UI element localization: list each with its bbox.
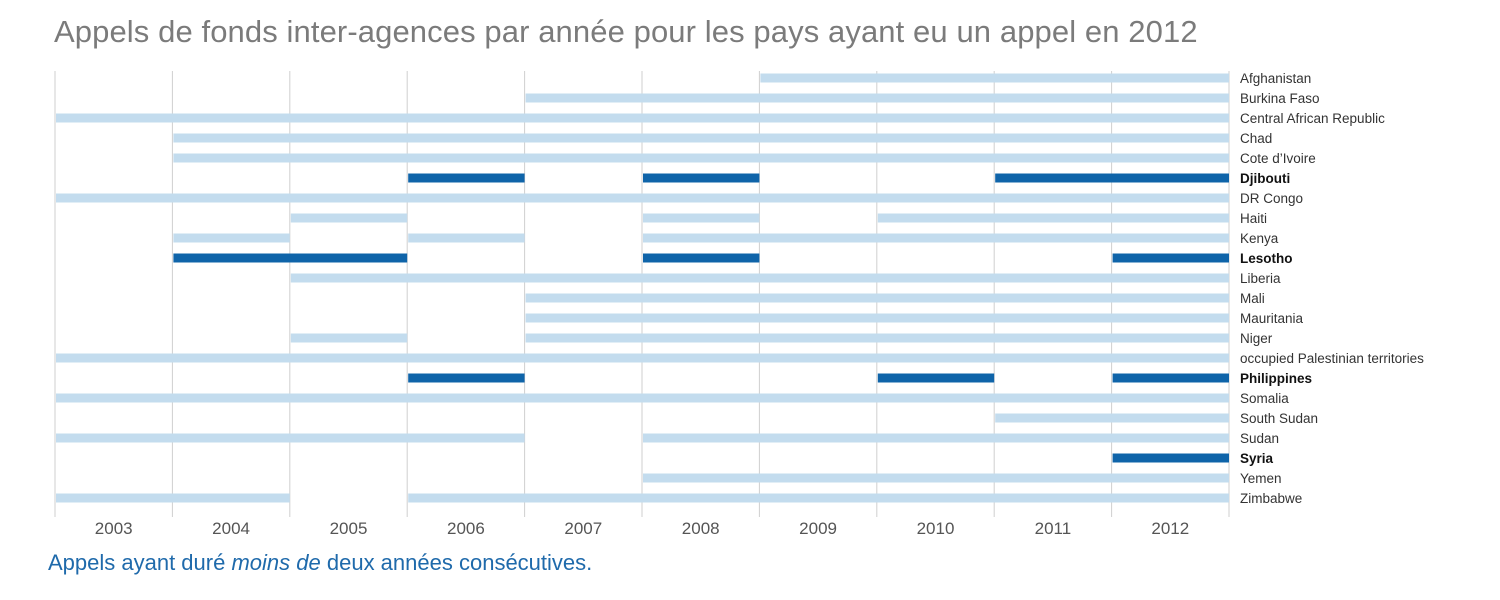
- appeal-bar: [643, 233, 1229, 243]
- x-tick-label: 2007: [564, 519, 602, 538]
- appeal-bar: [290, 333, 408, 343]
- appeal-bar: [56, 353, 1229, 363]
- country-label: Kenya: [1240, 231, 1279, 246]
- appeal-bar: [525, 333, 1229, 343]
- country-label: Liberia: [1240, 271, 1281, 286]
- appeal-bar: [1112, 453, 1229, 463]
- appeal-bar: [1112, 253, 1229, 263]
- country-label: Somalia: [1240, 391, 1289, 406]
- appeal-bar: [643, 253, 760, 263]
- appeal-bar: [408, 233, 525, 243]
- country-label: Yemen: [1240, 471, 1282, 486]
- x-tick-label: 2011: [1035, 519, 1072, 538]
- country-label: Afghanistan: [1240, 71, 1311, 86]
- appeal-bar: [408, 373, 525, 383]
- appeal-bar: [995, 413, 1229, 423]
- country-label: Philippines: [1240, 371, 1312, 386]
- appeal-bar: [56, 113, 1229, 123]
- appeal-bar: [877, 373, 995, 383]
- appeal-bar: [760, 73, 1229, 83]
- country-label: Djibouti: [1240, 171, 1290, 186]
- appeal-bar: [643, 173, 760, 183]
- appeal-bar: [56, 193, 1229, 203]
- country-label: Haiti: [1240, 211, 1267, 226]
- appeal-bar: [877, 213, 1229, 223]
- country-label: Chad: [1240, 131, 1272, 146]
- appeal-bar: [995, 173, 1229, 183]
- country-label: Cote d’Ivoire: [1240, 151, 1316, 166]
- country-label: Syria: [1240, 451, 1274, 466]
- appeal-bar: [290, 213, 408, 223]
- country-label: Lesotho: [1240, 251, 1293, 266]
- caption-text-emphasis: moins de: [231, 550, 321, 575]
- country-label: Niger: [1240, 331, 1273, 346]
- appeal-bar: [525, 313, 1229, 323]
- country-label: Burkina Faso: [1240, 91, 1320, 106]
- x-tick-label: 2012: [1151, 519, 1189, 538]
- country-label: Sudan: [1240, 431, 1279, 446]
- appeal-bar: [290, 273, 1229, 283]
- x-tick-label: 2003: [95, 519, 133, 538]
- appeal-bar: [173, 253, 408, 263]
- appeal-bar: [173, 233, 290, 243]
- country-label: DR Congo: [1240, 191, 1303, 206]
- appeal-bar: [173, 133, 1229, 143]
- appeal-bar: [56, 493, 290, 503]
- appeal-bar: [56, 433, 525, 443]
- x-tick-label: 2004: [212, 519, 250, 538]
- country-label: Zimbabwe: [1240, 491, 1302, 506]
- caption-text-before: Appels ayant duré: [48, 550, 232, 575]
- chart-title: Appels de fonds inter-agences par année …: [54, 14, 1198, 49]
- country-label: occupied Palestinian territories: [1240, 351, 1424, 366]
- appeal-bar: [408, 493, 1229, 503]
- x-tick-label: 2009: [799, 519, 837, 538]
- appeal-bar: [643, 433, 1229, 443]
- appeal-bar: [643, 213, 760, 223]
- appeal-bar: [643, 473, 1229, 483]
- x-tick-label: 2005: [330, 519, 368, 538]
- country-label: Mali: [1240, 291, 1265, 306]
- legend-caption: Appels ayant duré moins de deux années c…: [48, 550, 592, 576]
- x-tick-label: 2006: [447, 519, 485, 538]
- x-tick-label: 2010: [917, 519, 955, 538]
- country-label: Central African Republic: [1240, 111, 1385, 126]
- appeal-bar: [1112, 373, 1229, 383]
- caption-text-after: deux années consécutives.: [320, 550, 593, 575]
- appeal-bar: [525, 293, 1229, 303]
- country-label: South Sudan: [1240, 411, 1318, 426]
- appeal-bar: [525, 93, 1229, 103]
- country-label: Mauritania: [1240, 311, 1304, 326]
- appeal-bar: [173, 153, 1229, 163]
- appeal-bar: [408, 173, 525, 183]
- appeal-bar: [56, 393, 1229, 403]
- x-tick-label: 2008: [682, 519, 720, 538]
